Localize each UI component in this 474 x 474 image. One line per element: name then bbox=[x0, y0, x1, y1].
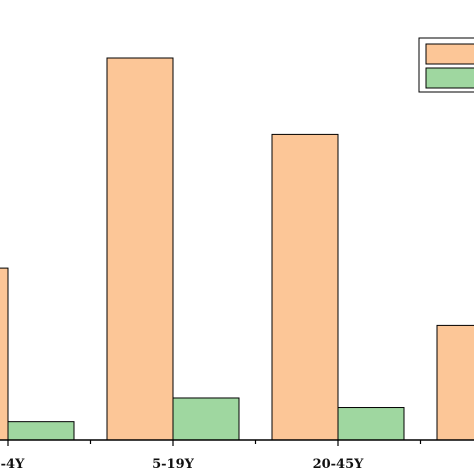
bar-0-4Y-series-2 bbox=[7, 421, 75, 441]
x-tick-label-5-19Y: 5-19Y bbox=[152, 457, 195, 472]
x-tick-label-20-45Y: 20-45Y bbox=[313, 457, 365, 472]
bar-20-45Y-series-1 bbox=[271, 133, 339, 441]
bar-5-19Y-series-2 bbox=[172, 397, 240, 441]
x-tick-label-0-4Y: 0-4Y bbox=[0, 457, 25, 472]
x-ticks-group bbox=[7, 440, 422, 446]
bar-20-45Y-series-2 bbox=[337, 407, 405, 441]
legend bbox=[418, 37, 474, 93]
bars-group bbox=[0, 57, 474, 441]
bar-0-4Y-series-1 bbox=[0, 267, 9, 441]
legend-swatch-series-2 bbox=[425, 67, 474, 89]
bar-5-19Y-series-1 bbox=[106, 57, 174, 441]
bar->45Y-series-1 bbox=[436, 324, 474, 441]
legend-swatch-series-1 bbox=[425, 43, 474, 65]
